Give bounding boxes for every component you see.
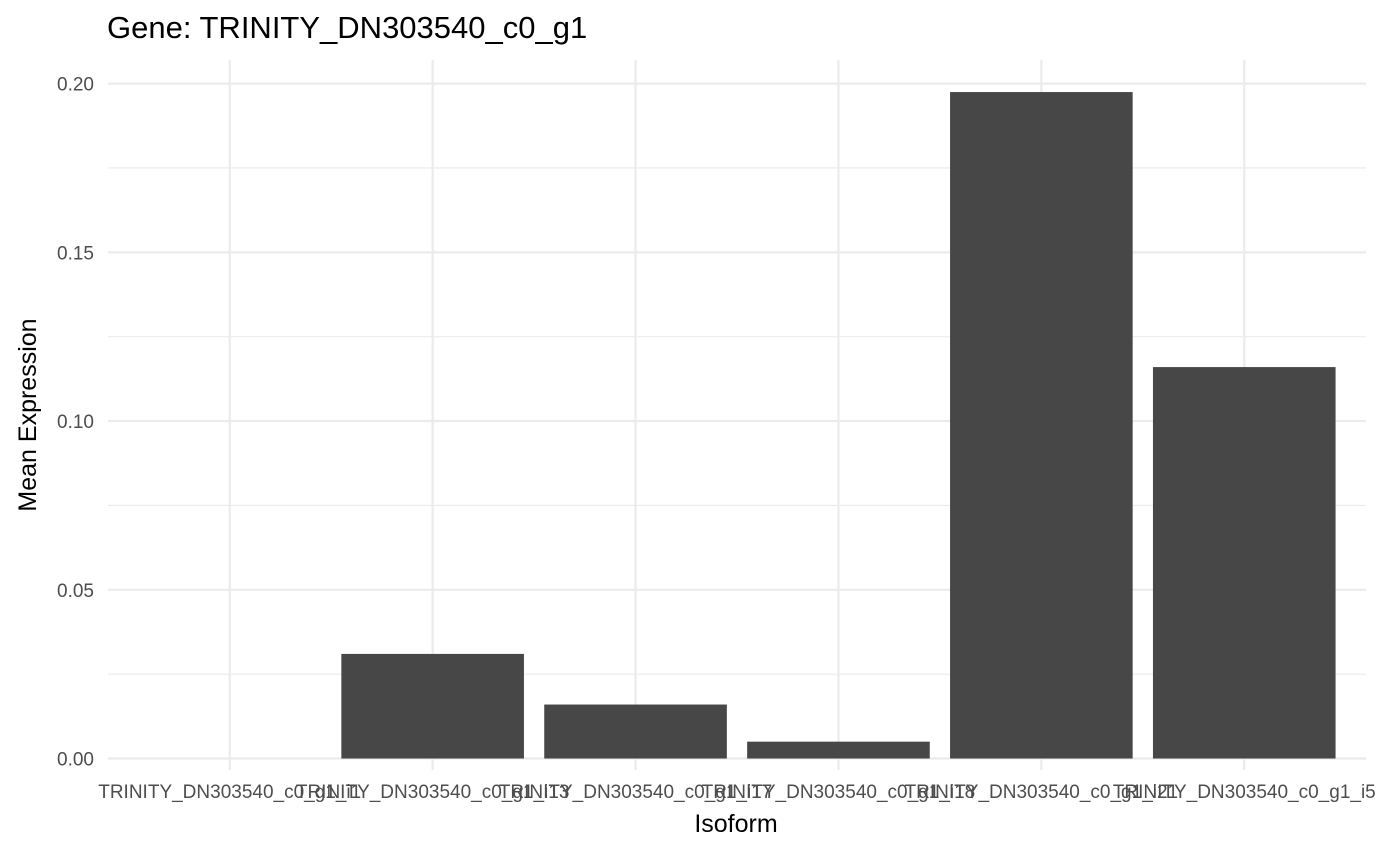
bars [341, 92, 1336, 759]
x-axis-title: Isoform [694, 810, 777, 838]
bar-3 [544, 704, 727, 759]
x-tick-label: TRINITY_DN303540_c0_g1_i5 [1113, 782, 1376, 803]
bar-5 [950, 92, 1133, 759]
bar-6 [1152, 367, 1336, 759]
y-tick-label: 0.05 [57, 581, 94, 602]
y-tick-labels: 0.00 0.05 0.10 0.15 0.20 [57, 75, 94, 771]
x-tick-label: TRINITY_DN303540_c0_g1_i1 [98, 782, 361, 803]
x-tick-labels: TRINITY_DN303540_c0_g1_i1TRINITY_DN30354… [98, 782, 1376, 803]
x-tick-label: TRINITY_DN303540_c0_g1_i13 [296, 782, 570, 803]
y-tick-label: 0.20 [57, 75, 94, 96]
x-tick-label: TRINITY_DN303540_c0_g1_i18 [702, 782, 976, 803]
y-tick-label: 0.00 [57, 750, 94, 771]
y-axis-title: Mean Expression [14, 318, 42, 511]
y-tick-label: 0.15 [57, 243, 94, 264]
x-tick-label: TRINITY_DN303540_c0_g1_i21 [905, 782, 1179, 803]
y-tick-label: 0.10 [57, 412, 94, 433]
x-tick-label: TRINITY_DN303540_c0_g1_i17 [499, 782, 773, 803]
bar-2 [341, 653, 524, 759]
bar-4 [747, 741, 930, 759]
chart-title: Gene: TRINITY_DN303540_c0_g1 [107, 10, 587, 45]
